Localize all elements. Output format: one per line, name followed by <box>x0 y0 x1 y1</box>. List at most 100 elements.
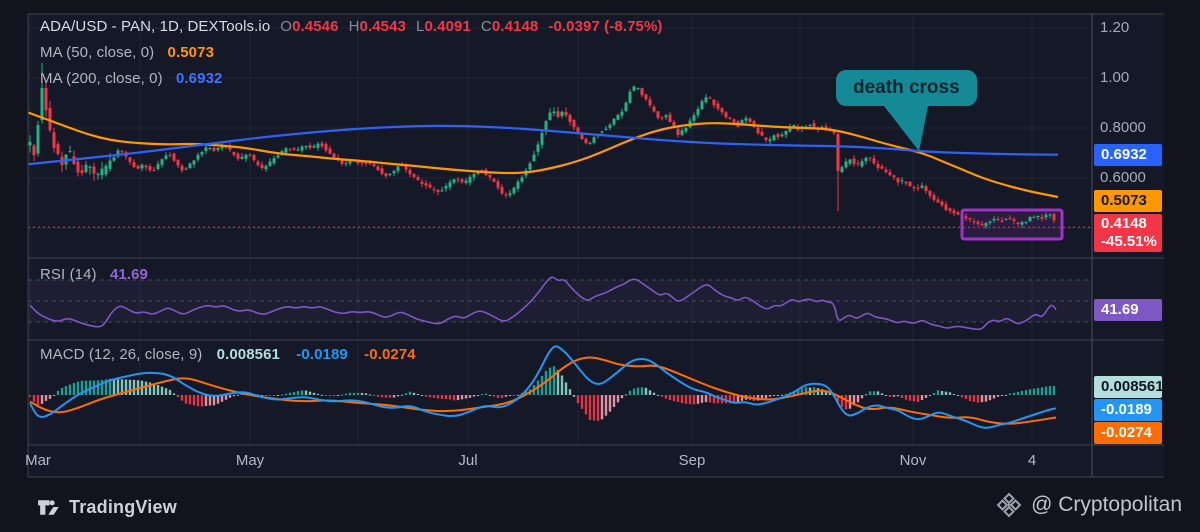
candle-body <box>876 164 880 168</box>
candle-body <box>684 127 688 132</box>
ma200-legend-row[interactable]: MA (200, close, 0) 0.6932 <box>40 70 222 87</box>
candle-body <box>468 176 472 183</box>
macd-histogram-bar <box>648 390 652 395</box>
candle-body <box>792 125 796 127</box>
candle-body <box>92 166 96 174</box>
tradingview-logo-icon <box>38 500 59 515</box>
candle-body <box>944 204 948 210</box>
macd-legend-row[interactable]: MACD (12, 26, close, 9) 0.008561 -0.0189… <box>40 346 416 363</box>
ma200-line <box>27 124 1059 166</box>
badge-macd-signal: -0.0274 <box>1094 422 1162 444</box>
macd-histogram-bar <box>32 395 36 402</box>
badge-ma50-price: 0.5073 <box>1094 190 1162 212</box>
candle-body <box>172 153 176 161</box>
candle-body <box>188 163 192 169</box>
macd-histogram-bar <box>292 391 296 395</box>
macd-histogram-bar <box>100 379 104 395</box>
candle-body <box>44 88 48 111</box>
candle-body <box>560 111 564 117</box>
macd-histogram-bar <box>160 386 164 395</box>
candle-body <box>312 146 316 148</box>
macd-histogram-bar <box>72 383 76 395</box>
time-tick-label: 4 <box>1027 452 1037 469</box>
candles-layer[interactable] <box>28 63 1056 229</box>
macd-histogram-bar <box>48 395 52 399</box>
macd-histogram-bar <box>480 394 484 396</box>
candle-body <box>844 161 848 168</box>
macd-histogram-bar <box>380 395 384 398</box>
change-value: -0.0397 (-8.75%) <box>548 18 663 35</box>
price-tick-label: 0.6000 <box>1100 169 1146 186</box>
macd-histogram-bar <box>936 390 940 395</box>
ohlc-key: H <box>348 18 360 35</box>
candle-body <box>1028 216 1032 221</box>
ma50-legend-row[interactable]: MA (50, close, 0) 0.5073 <box>40 44 214 61</box>
candle-body <box>956 212 960 215</box>
symbol-legend-row[interactable]: ADA/USD - PAN, 1D, DEXTools.io O0.4546 H0.… <box>40 18 663 35</box>
candle-body <box>292 148 296 150</box>
macd-histogram-bar <box>340 394 344 396</box>
macd-histogram-bar <box>864 394 868 396</box>
macd-histogram-bar <box>316 393 320 395</box>
candle-body <box>112 157 116 161</box>
macd-histogram-bar <box>80 380 84 395</box>
candle-body <box>208 148 212 150</box>
macd-histogram-bar <box>128 379 132 395</box>
candle-body <box>520 177 524 182</box>
candle-body <box>928 190 932 196</box>
candle-body <box>76 161 80 173</box>
candle-body <box>148 166 152 171</box>
macd-histogram-bar <box>208 395 212 406</box>
death-cross-callout[interactable]: death cross <box>836 70 977 106</box>
purple-range-box[interactable] <box>960 208 1064 241</box>
macd-histogram-bar <box>792 391 796 395</box>
candle-body <box>612 118 616 125</box>
macd-histogram-bar <box>548 367 552 395</box>
macd-histogram-bar <box>856 395 860 403</box>
candle-body <box>620 111 624 116</box>
macd-histogram-bar <box>452 395 456 401</box>
macd-histogram-bar <box>436 395 440 399</box>
macd-histogram-bar <box>284 393 288 395</box>
candle-body <box>740 120 744 126</box>
macd-histogram-bar <box>320 394 324 396</box>
candle-body <box>624 102 628 111</box>
candle-body <box>648 99 652 106</box>
time-tick-label: Mar <box>25 452 51 469</box>
macd-histogram-bar <box>568 389 572 395</box>
candle-body <box>504 194 508 196</box>
macd-histogram-bar <box>352 392 356 395</box>
macd-histogram-bar <box>184 395 188 404</box>
macd-histogram-bar <box>716 395 720 404</box>
candle-body <box>772 135 776 141</box>
tradingview-logo[interactable]: TradingView <box>36 495 177 520</box>
candle-body <box>988 221 992 223</box>
rsi-value: 41.69 <box>109 266 148 283</box>
candle-body <box>248 154 252 156</box>
candle-body <box>160 159 164 165</box>
price-tick-label: 0.8000 <box>1100 119 1146 136</box>
badge-last-price-change: -45.51% <box>1101 233 1157 250</box>
macd-histogram-bar <box>976 395 980 403</box>
time-tick-label: Sep <box>678 452 706 469</box>
price-tick-label: 1.00 <box>1100 69 1130 86</box>
macd-histogram-bar <box>44 395 48 401</box>
candle-body <box>96 173 100 175</box>
rsi-legend-row[interactable]: RSI (14) 41.69 <box>40 266 148 283</box>
macd-histogram-bar <box>880 393 884 395</box>
macd-histogram-bar <box>308 391 312 395</box>
macd-histogram-bar <box>420 395 424 396</box>
macd-histogram-bar <box>664 395 668 399</box>
candle-body <box>748 118 752 123</box>
macd-histogram-bar <box>1036 387 1040 395</box>
candle-body <box>976 221 980 224</box>
macd-histogram-bar <box>556 370 560 395</box>
candle-body <box>692 115 696 121</box>
macd-histogram-bar <box>204 395 208 406</box>
macd-histogram-bar <box>180 395 184 401</box>
candle-body <box>436 189 440 192</box>
candle-body <box>196 154 200 160</box>
candle-body <box>184 168 188 170</box>
ma200-label: MA (200, close, 0) <box>40 70 163 87</box>
macd-histogram-bar <box>1016 391 1020 395</box>
